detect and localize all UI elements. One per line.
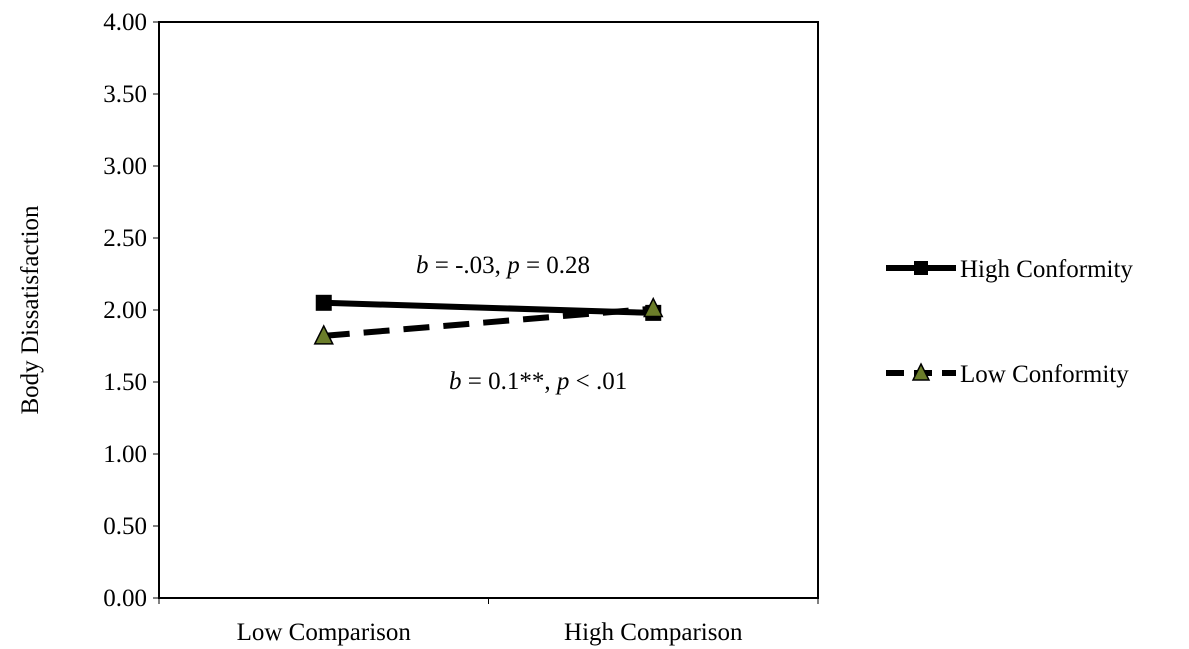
- data-point-high-conformity: [315, 294, 332, 311]
- y-tick-label: 3.00: [103, 153, 147, 180]
- legend: High Conformity Low Conformity: [886, 256, 1133, 388]
- y-tick-label: 2.00: [103, 297, 147, 324]
- y-tick-label: 3.50: [103, 81, 147, 108]
- annotation-b-symbol: b: [416, 252, 429, 279]
- series-layer: [313, 294, 664, 345]
- annotation-p-value: < .01: [569, 368, 627, 395]
- y-axis-title: Body Dissatisfaction: [17, 205, 44, 415]
- y-axis: 0.00 0.50 1.00 1.50 2.00 2.50 3.00 3.50 4.00: [103, 9, 159, 612]
- x-tick-label: High Comparison: [564, 619, 743, 646]
- high-conformity-slope-annotation: b = -.03, p = 0.28: [416, 252, 590, 279]
- legend-label-low-conformity: Low Conformity: [960, 361, 1129, 388]
- annotation-p-value: = 0.28: [520, 252, 590, 279]
- annotation-p-symbol: p: [555, 368, 570, 395]
- y-tick-label: 0.50: [103, 513, 147, 540]
- legend-label-high-conformity: High Conformity: [960, 256, 1133, 283]
- annotation-b-value: = -.03,: [429, 252, 508, 279]
- series-line-low-conformity: [323, 305, 654, 339]
- x-axis: Low Comparison High Comparison: [158, 598, 819, 646]
- low-conformity-slope-annotation: b = 0.1**, p < .01: [449, 368, 627, 395]
- legend-item-low-conformity: Low Conformity: [886, 361, 1129, 388]
- legend-marker-square-icon: [914, 261, 928, 275]
- y-tick-label: 1.00: [103, 441, 147, 468]
- x-tick-label: Low Comparison: [237, 619, 412, 646]
- legend-item-high-conformity: High Conformity: [886, 256, 1133, 283]
- y-tick-label: 1.50: [103, 369, 147, 396]
- series-line-high-conformity: [323, 299, 654, 316]
- legend-marker-triangle-icon: [911, 362, 931, 381]
- y-tick-label: 4.00: [103, 9, 147, 36]
- data-point-low-conformity: [643, 296, 664, 318]
- annotation-b-symbol: b: [449, 368, 462, 395]
- y-tick-label: 2.50: [103, 225, 147, 252]
- y-tick-label: 0.00: [103, 585, 147, 612]
- annotation-b-value: = 0.1**,: [462, 368, 557, 395]
- data-point-low-conformity: [313, 324, 334, 345]
- annotation-p-symbol: p: [505, 252, 520, 279]
